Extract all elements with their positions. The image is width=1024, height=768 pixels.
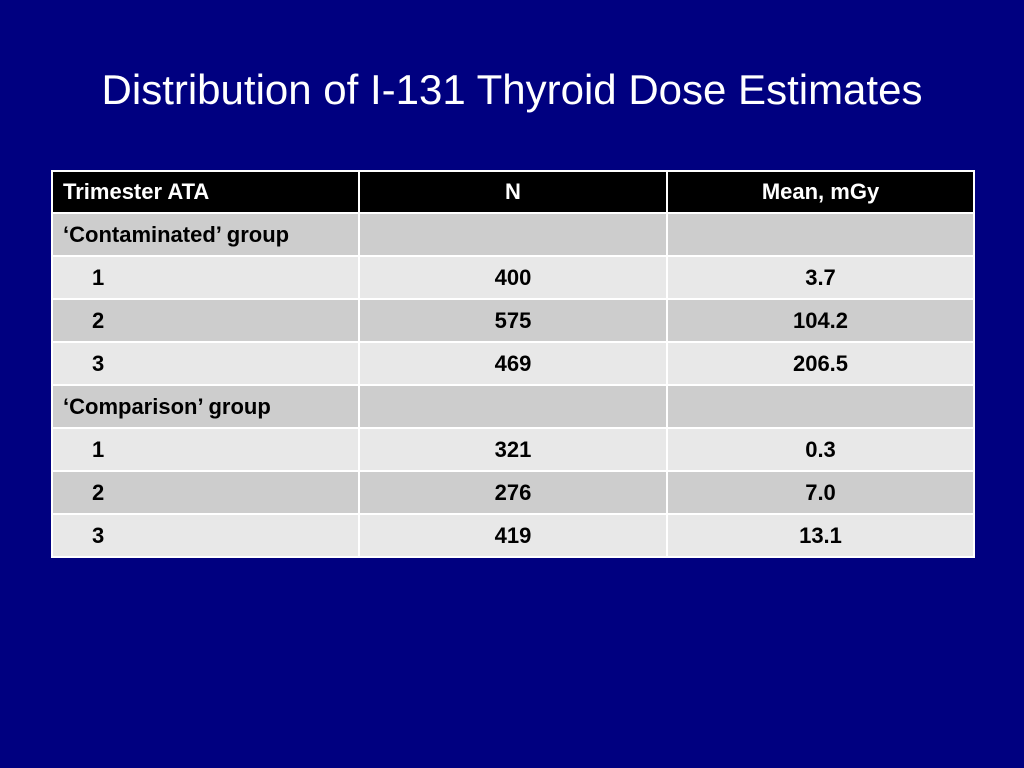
cell-trimester: 3 — [51, 513, 360, 558]
table-row: 2 575 104.2 — [51, 298, 975, 343]
dose-estimates-table: Trimester ATA N Mean, mGy ‘Contaminated’… — [51, 170, 975, 558]
cell-n: 276 — [358, 470, 668, 515]
cell-mean — [666, 212, 975, 257]
group-label: ‘Contaminated’ group — [51, 212, 360, 257]
cell-n: 575 — [358, 298, 668, 343]
cell-trimester: 1 — [51, 255, 360, 300]
cell-trimester: 3 — [51, 341, 360, 386]
cell-mean: 13.1 — [666, 513, 975, 558]
cell-n — [358, 212, 668, 257]
cell-mean: 206.5 — [666, 341, 975, 386]
header-trimester-ata: Trimester ATA — [51, 170, 360, 214]
cell-trimester: 2 — [51, 470, 360, 515]
cell-mean — [666, 384, 975, 429]
cell-mean: 104.2 — [666, 298, 975, 343]
cell-mean: 3.7 — [666, 255, 975, 300]
cell-n: 321 — [358, 427, 668, 472]
header-n: N — [358, 170, 668, 214]
table-row-comparison-group: ‘Comparison’ group — [51, 384, 975, 429]
cell-mean: 0.3 — [666, 427, 975, 472]
cell-mean: 7.0 — [666, 470, 975, 515]
table-row: 1 321 0.3 — [51, 427, 975, 472]
dose-table-container: Trimester ATA N Mean, mGy ‘Contaminated’… — [51, 170, 975, 558]
table-header-row: Trimester ATA N Mean, mGy — [51, 170, 975, 214]
header-mean-mgy: Mean, mGy — [666, 170, 975, 214]
table-row: 1 400 3.7 — [51, 255, 975, 300]
table-row-contaminated-group: ‘Contaminated’ group — [51, 212, 975, 257]
cell-n: 419 — [358, 513, 668, 558]
slide-title: Distribution of I-131 Thyroid Dose Estim… — [101, 66, 923, 113]
group-label: ‘Comparison’ group — [51, 384, 360, 429]
cell-n: 400 — [358, 255, 668, 300]
cell-n: 469 — [358, 341, 668, 386]
cell-trimester: 1 — [51, 427, 360, 472]
cell-trimester: 2 — [51, 298, 360, 343]
table-row: 3 469 206.5 — [51, 341, 975, 386]
cell-n — [358, 384, 668, 429]
table-row: 3 419 13.1 — [51, 513, 975, 558]
table-row: 2 276 7.0 — [51, 470, 975, 515]
